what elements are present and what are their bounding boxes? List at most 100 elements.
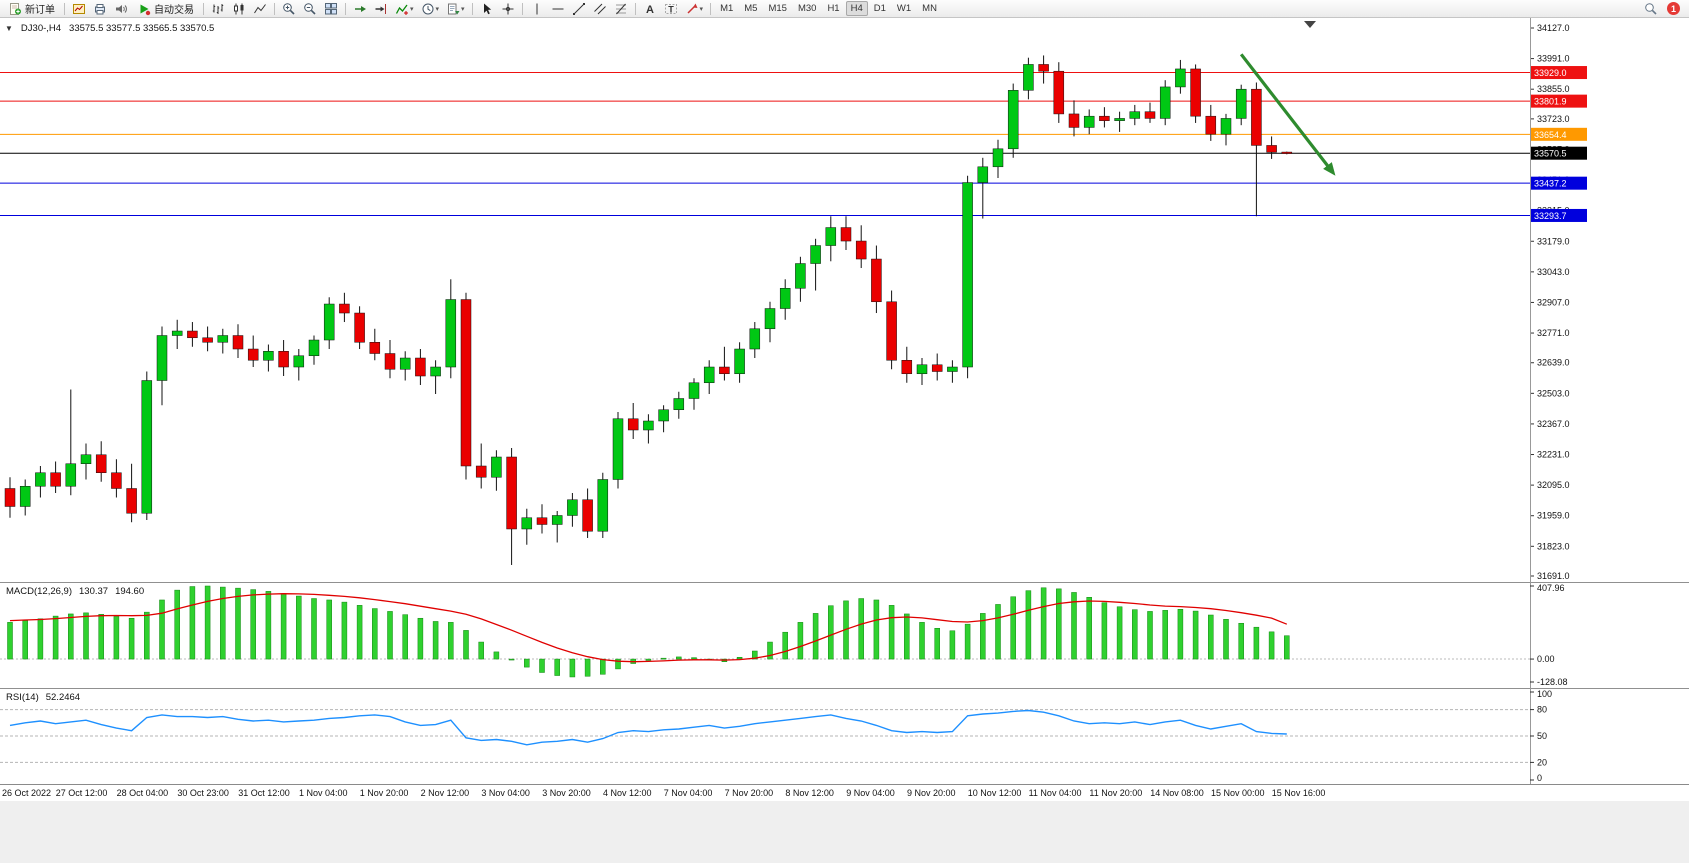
- price-level-tag[interactable]: [1531, 176, 1587, 190]
- time-axis-label: 28 Oct 04:00: [116, 788, 169, 798]
- timeframe-button-m15[interactable]: M15: [763, 1, 791, 16]
- text-tool-button[interactable]: A: [640, 1, 660, 17]
- price-axis-tick: 32231.0: [1537, 450, 1570, 460]
- price-level-tag-label: 33929.0: [1534, 68, 1567, 78]
- candle-body: [126, 488, 137, 514]
- indicators-button[interactable]: ▾: [392, 1, 417, 17]
- macd-histogram-bar: [691, 657, 697, 660]
- candle-body: [1053, 70, 1065, 115]
- macd-histogram-bar: [417, 617, 424, 660]
- zoom-out-button[interactable]: [300, 1, 320, 17]
- price-level-tag[interactable]: [1531, 66, 1587, 80]
- auto-trading-button[interactable]: 自动交易: [132, 1, 199, 17]
- fibonacci-tool-button[interactable]: [611, 1, 631, 17]
- periods-button[interactable]: ▾: [418, 1, 443, 17]
- price-level-tag[interactable]: [1531, 94, 1587, 108]
- candle-body: [475, 465, 487, 478]
- vertical-line-tool-button[interactable]: [527, 1, 547, 17]
- timeframe-button-d1[interactable]: D1: [869, 1, 891, 16]
- time-axis[interactable]: 26 Oct 2022 27 Oct 12:00 28 Oct 04:00 30 Oc…: [0, 784, 1689, 801]
- macd-panel[interactable]: 407.96 0.00 -128.08: [0, 582, 1689, 688]
- channel-tool-button[interactable]: [590, 1, 610, 17]
- bars-icon: [212, 3, 224, 14]
- candle-body: [825, 227, 837, 246]
- timeframe-button-m5[interactable]: M5: [739, 1, 762, 16]
- templates-button[interactable]: ▾: [443, 1, 468, 17]
- candle-body: [597, 479, 609, 532]
- macd-histogram-bar: [98, 614, 104, 660]
- time-axis-label: 14 Nov 08:00: [1150, 788, 1204, 798]
- price-axis-tick: 33855.0: [1537, 84, 1570, 94]
- candle-body: [247, 348, 259, 361]
- timeframe-button-h1[interactable]: H1: [822, 1, 844, 16]
- cursor-tool-button[interactable]: [477, 1, 497, 17]
- symbol-dropdown-icon[interactable]: ▼: [5, 24, 13, 33]
- candle-body: [901, 360, 913, 375]
- charts-window-button[interactable]: [69, 1, 89, 17]
- bar-chart-mode-button[interactable]: [208, 1, 228, 17]
- macd-histogram-bar: [767, 641, 773, 660]
- crosshair-tool-button[interactable]: [498, 1, 518, 17]
- zoom-in-button[interactable]: [279, 1, 299, 17]
- macd-histogram-bar: [812, 613, 819, 660]
- print-button[interactable]: [90, 1, 110, 17]
- candle-body: [643, 420, 654, 431]
- timeframe-button-w1[interactable]: W1: [892, 1, 916, 16]
- toolbar-separator: [634, 2, 636, 15]
- macd-histogram-bar: [1192, 610, 1199, 660]
- timeframe-button-mn[interactable]: MN: [917, 1, 942, 16]
- text-label-tool-button[interactable]: T: [661, 1, 681, 17]
- tile-windows-button[interactable]: [321, 1, 341, 17]
- auto-scroll-button[interactable]: [350, 1, 370, 17]
- candle-body: [749, 328, 761, 350]
- candle-body: [719, 366, 730, 375]
- candle-body: [916, 364, 928, 375]
- candle-body: [460, 299, 472, 467]
- time-axis-label: 9 Nov 20:00: [907, 788, 956, 798]
- time-axis-label: 1 Nov 20:00: [359, 788, 409, 798]
- search-button[interactable]: [1641, 1, 1661, 17]
- timeframe-button-h4[interactable]: H4: [845, 1, 868, 16]
- macd-histogram-bar: [341, 601, 348, 660]
- timeframe-button-m30[interactable]: M30: [793, 1, 821, 16]
- candle-body: [19, 485, 31, 507]
- candlestick-mode-button[interactable]: [229, 1, 249, 17]
- candle-body: [886, 301, 897, 361]
- arrows-tool-button[interactable]: ▾: [682, 1, 707, 17]
- notification-badge[interactable]: 1: [1667, 2, 1680, 15]
- line-chart-icon: [254, 3, 266, 13]
- chart-shift-marker[interactable]: [1304, 21, 1316, 28]
- price-level-tag[interactable]: [1531, 127, 1587, 141]
- bid-price-tag[interactable]: [1531, 146, 1587, 160]
- macd-histogram-bar: [934, 628, 940, 660]
- macd-histogram-bar: [204, 585, 211, 660]
- new-order-button[interactable]: 新订单: [3, 1, 60, 17]
- timeframe-button-m1[interactable]: M1: [715, 1, 738, 16]
- candle-body: [840, 227, 852, 242]
- horizontal-line-tool-button[interactable]: [548, 1, 568, 17]
- news-button[interactable]: [111, 1, 131, 17]
- candle-body: [399, 357, 411, 370]
- macd-histogram-bar: [828, 605, 834, 660]
- macd-histogram-bar: [584, 658, 591, 677]
- rsi-panel[interactable]: 100 80 50 20 0: [0, 688, 1689, 784]
- trendline-tool-button[interactable]: [569, 1, 589, 17]
- zoom-in-icon: [283, 2, 295, 15]
- candle-body: [202, 337, 213, 343]
- auto-scroll-icon: [355, 5, 366, 12]
- macd-histogram-bar: [22, 620, 28, 660]
- toolbar: 新订单 自动交易 ▾ ▾: [0, 0, 1689, 18]
- trend-arrow-annotation[interactable]: [1239, 53, 1332, 171]
- toolbar-separator: [274, 2, 275, 15]
- chart-shift-button[interactable]: [371, 1, 391, 17]
- candle-body: [658, 409, 669, 422]
- candle-body: [354, 312, 365, 343]
- line-chart-mode-button[interactable]: [250, 1, 270, 17]
- candle-body: [278, 351, 289, 368]
- price-axis-tick: 33043.0: [1537, 267, 1570, 277]
- price-level-tag[interactable]: [1531, 208, 1587, 222]
- macd-histogram-bar: [873, 599, 880, 660]
- trendline-icon: [572, 2, 585, 15]
- macd-histogram-bar: [311, 598, 317, 660]
- price-chart-canvas[interactable]: 34127.033991.033855.033723.033587.033451…: [0, 18, 1689, 582]
